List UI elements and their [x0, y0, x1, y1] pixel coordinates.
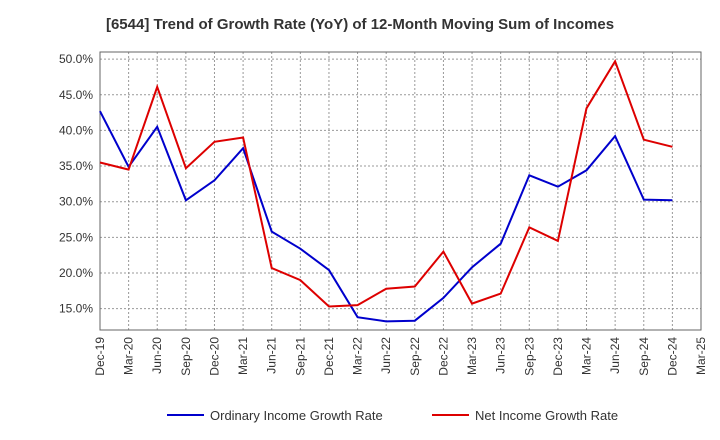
- x-tick-label: Mar-21: [236, 337, 250, 375]
- x-tick-label: Jun-23: [494, 337, 508, 374]
- y-tick-label: 25.0%: [59, 230, 93, 244]
- x-tick-label: Sep-21: [293, 337, 307, 376]
- x-tick-label: Dec-19: [93, 337, 107, 376]
- y-tick-label: 20.0%: [59, 266, 93, 280]
- x-tick-label: Mar-22: [351, 337, 365, 375]
- legend-label-ordinary-income: Ordinary Income Growth Rate: [210, 408, 383, 423]
- series-line-net-income: [99, 59, 673, 308]
- x-tick-label: Sep-23: [522, 337, 536, 376]
- chart-title: [6544] Trend of Growth Rate (YoY) of 12-…: [106, 16, 614, 33]
- series-line-ordinary-income: [99, 110, 673, 323]
- x-tick-label: Dec-22: [436, 337, 450, 376]
- legend: Ordinary Income Growth Rate Net Income G…: [167, 408, 618, 423]
- x-tick-label: Mar-24: [580, 337, 594, 375]
- x-tick-label: Dec-24: [665, 337, 679, 376]
- y-tick-label: 40.0%: [59, 123, 93, 137]
- x-tick-label: Jun-22: [379, 337, 393, 374]
- y-tick-label: 35.0%: [59, 159, 93, 173]
- x-tick-label: Mar-20: [122, 337, 136, 375]
- plot-area-border: [99, 51, 702, 331]
- x-axis: Dec-19 Mar-20 Jun-20 Sep-20 Dec-20 Mar-21 Jun-…: [93, 337, 708, 376]
- x-tick-label: Jun-24: [608, 337, 622, 374]
- x-tick-label: Jun-20: [150, 337, 164, 374]
- x-tick-label: Dec-23: [551, 337, 565, 376]
- y-axis: 15.0% 20.0% 25.0% 30.0% 35.0% 40.0% 45.0% 50.0%: [59, 52, 93, 315]
- x-tick-label: Dec-20: [207, 337, 221, 376]
- y-tick-label: 15.0%: [59, 302, 93, 316]
- x-tick-label: Mar-23: [465, 337, 479, 375]
- grid-layer: [100, 52, 701, 330]
- x-tick-label: Jun-21: [265, 337, 279, 374]
- x-tick-label: Mar-25: [694, 337, 708, 375]
- y-tick-label: 45.0%: [59, 88, 93, 102]
- series-layer: [99, 59, 673, 323]
- x-tick-label: Sep-24: [637, 337, 651, 376]
- x-tick-label: Sep-22: [408, 337, 422, 376]
- x-tick-label: Sep-20: [179, 337, 193, 376]
- x-tick-label: Dec-21: [322, 337, 336, 376]
- y-tick-label: 30.0%: [59, 195, 93, 209]
- y-tick-label: 50.0%: [59, 52, 93, 66]
- legend-label-net-income: Net Income Growth Rate: [475, 408, 618, 423]
